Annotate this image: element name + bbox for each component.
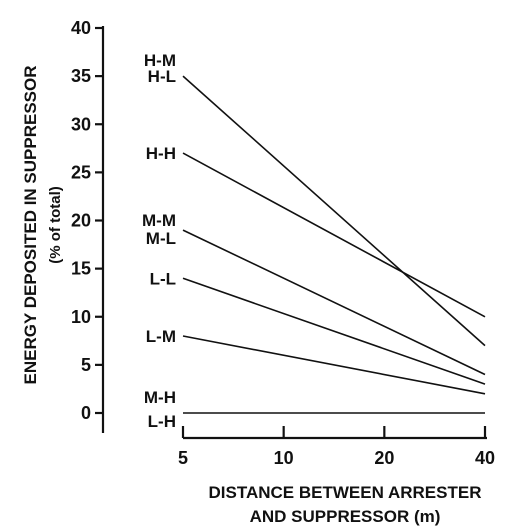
series-line-h-h — [182, 152, 486, 318]
series-label-m-l: M-L — [146, 229, 176, 248]
x-tick-label: 20 — [374, 448, 394, 468]
x-tick-label: 40 — [475, 448, 495, 468]
series-line-l-l — [182, 277, 486, 385]
x-tick-label: 10 — [274, 448, 294, 468]
x-axis-title-line1: DISTANCE BETWEEN ARRESTER — [209, 483, 482, 502]
series-label-l-l: L-L — [150, 269, 176, 288]
series-label-h-l: H-L — [148, 67, 176, 86]
series-label-m-h: M-H — [144, 388, 176, 407]
y-tick-label: 25 — [71, 162, 91, 182]
y-tick-label: 0 — [81, 403, 91, 423]
x-tick-label: 5 — [178, 448, 188, 468]
y-axis-title: ENERGY DEPOSITED IN SUPPRESSOR — [21, 66, 40, 385]
series-label-h-m: H-M — [144, 51, 176, 70]
y-tick-label: 20 — [71, 211, 91, 231]
series-line-m-m — [182, 229, 486, 376]
x-axis-title-line2: AND SUPPRESSOR (m) — [250, 507, 441, 526]
y-tick-label: 15 — [71, 259, 91, 279]
y-tick-label: 40 — [71, 18, 91, 38]
series-label-h-h: H-H — [146, 144, 176, 163]
series-line-h-m — [182, 75, 486, 347]
y-tick-label: 5 — [81, 355, 91, 375]
series-label-m-m: M-M — [142, 211, 176, 230]
series-label-l-m: L-M — [146, 327, 176, 346]
series-line-l-m — [182, 335, 486, 395]
series-group — [182, 75, 486, 414]
y-tick-label: 30 — [71, 114, 91, 134]
series-labels: H-MH-L H-H M-MM-L L-L L-M M-H L-H — [142, 51, 176, 431]
y-tick-label: 10 — [71, 307, 91, 327]
axes: 0 5 10 15 20 25 30 35 40 5 10 20 40 — [71, 18, 495, 468]
y-axis-subtitle: (% of total) — [47, 186, 64, 263]
series-label-l-h: L-H — [148, 412, 176, 431]
y-tick-label: 35 — [71, 66, 91, 86]
